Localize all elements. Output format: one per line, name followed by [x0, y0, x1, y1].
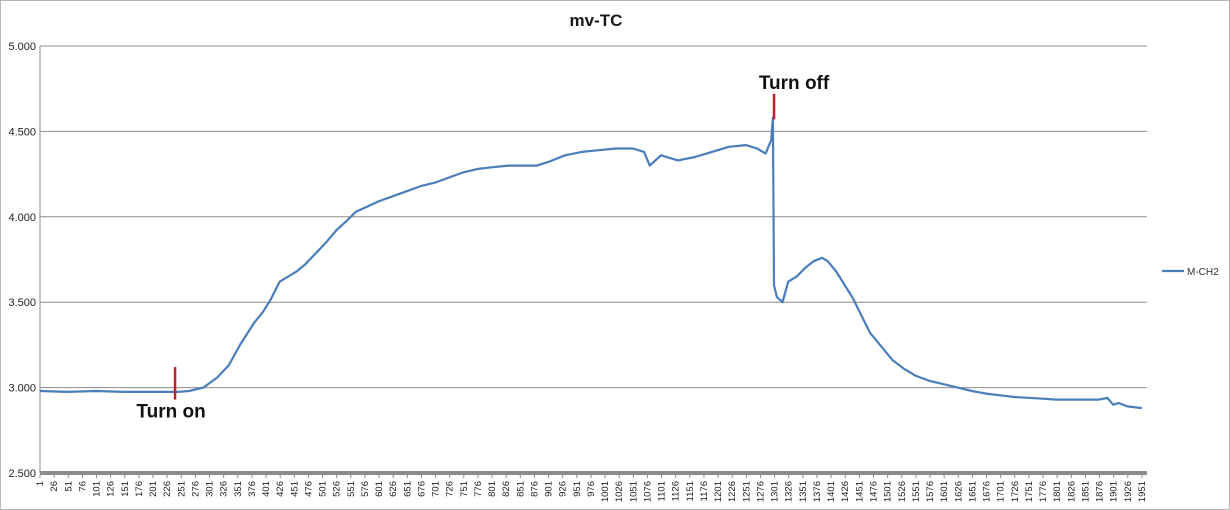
x-tick-label: 576 — [360, 481, 371, 497]
annotation-label: Turn off — [759, 73, 830, 94]
x-tick-label: 1726 — [1010, 481, 1021, 502]
legend-label: M-CH2 — [1187, 267, 1219, 278]
y-tick-label: 4.000 — [8, 212, 36, 224]
x-tick-label: 1651 — [967, 481, 978, 502]
x-tick-label: 1801 — [1052, 481, 1063, 502]
x-tick-label: 751 — [459, 481, 470, 497]
legend: M-CH2 — [1162, 267, 1219, 278]
gridlines — [39, 45, 1147, 473]
x-tick-label: 651 — [402, 481, 413, 497]
x-tick-label: 201 — [148, 481, 159, 497]
x-tick-label: 1501 — [883, 481, 894, 502]
y-tick-label: 3.500 — [8, 297, 36, 309]
x-tick-label: 126 — [106, 481, 117, 497]
x-tick-label: 526 — [332, 481, 343, 497]
x-tick-label: 1426 — [840, 481, 851, 502]
x-tick-label: 1951 — [1137, 481, 1148, 502]
x-tick-label: 276 — [190, 481, 201, 497]
x-tick-label: 1626 — [953, 481, 964, 502]
x-tick-label: 1526 — [897, 481, 908, 502]
y-tick-label: 5.000 — [8, 41, 36, 53]
x-tick-label: 1851 — [1080, 481, 1091, 502]
x-tick-label: 901 — [544, 481, 555, 497]
x-tick-label: 726 — [445, 481, 456, 497]
chart-title: mv-TC — [570, 11, 623, 30]
x-tick-label: 1301 — [770, 481, 781, 502]
x-tick-label: 701 — [431, 481, 442, 497]
x-tick-label: 101 — [92, 481, 103, 497]
x-tick-label: 1376 — [812, 481, 823, 502]
series-group — [39, 116, 1143, 410]
x-tick-label: 1151 — [685, 481, 696, 501]
x-tick-label: 51 — [63, 481, 74, 492]
x-tick-label: 1 — [35, 481, 46, 486]
x-tick-label: 501 — [318, 481, 329, 497]
x-tick-label: 876 — [529, 481, 540, 497]
x-tick-label: 1751 — [1024, 481, 1035, 502]
x-tick-label: 1326 — [784, 481, 795, 502]
x-tick-label: 1226 — [727, 481, 738, 502]
x-tick-label: 1051 — [628, 481, 639, 502]
x-tick-label: 1451 — [854, 481, 865, 502]
x-tick-label: 176 — [134, 481, 145, 497]
x-tick-label: 951 — [572, 481, 583, 497]
x-tick-label: 626 — [388, 481, 399, 497]
x-tick-label: 1701 — [996, 481, 1007, 502]
x-tick-label: 476 — [303, 481, 314, 497]
x-tick-label: 351 — [233, 481, 244, 497]
x-tick-label: 1826 — [1066, 481, 1077, 502]
x-tick-label: 301 — [205, 481, 216, 497]
x-tick-label: 1251 — [741, 481, 752, 502]
x-tick-label: 1126 — [671, 481, 682, 501]
x-tick-label: 976 — [586, 481, 597, 497]
x-tick-label: 426 — [275, 481, 286, 497]
x-tick-label: 1576 — [925, 481, 936, 502]
x-tick-label: 326 — [219, 481, 230, 497]
x-tick-label: 926 — [558, 481, 569, 497]
x-tick-label: 1776 — [1038, 481, 1049, 502]
x-tick-label: 851 — [515, 481, 526, 497]
series-line-m-ch2 — [39, 116, 1143, 410]
y-tick-label: 3.000 — [8, 383, 36, 395]
y-axis-ticks: 2.500 3.000 3.500 4.000 4.500 5.000 — [8, 41, 36, 480]
x-tick-label: 1476 — [868, 481, 879, 502]
x-tick-label: 1351 — [798, 481, 809, 502]
y-tick-label: 4.500 — [8, 126, 36, 138]
x-tick-label: 1201 — [713, 481, 724, 502]
x-tick-label: 1176 — [699, 481, 710, 501]
annotation-label: Turn on — [136, 402, 205, 423]
x-tick-label: 1026 — [614, 481, 625, 502]
x-tick-label: 1276 — [755, 481, 766, 502]
x-tick-label: 151 — [120, 481, 131, 497]
x-tick-label: 76 — [77, 481, 88, 492]
x-tick-label: 1901 — [1109, 481, 1120, 502]
x-tick-label: 1601 — [939, 481, 950, 502]
x-axis: 1 26 51 76 101 126 151 176 201 226 251 276 301 326 351… — [35, 471, 1148, 502]
x-tick-label: 376 — [247, 481, 258, 497]
annotations: Turn on Turn off — [136, 73, 829, 423]
x-tick-label: 401 — [261, 481, 272, 497]
x-tick-label: 1076 — [642, 481, 653, 502]
x-tick-label: 226 — [162, 481, 173, 497]
x-tick-label: 776 — [473, 481, 484, 497]
x-tick-label: 676 — [416, 481, 427, 497]
x-tick-label: 451 — [289, 481, 300, 497]
x-axis-line — [40, 471, 1147, 475]
x-tick-label: 1926 — [1123, 481, 1134, 502]
x-tick-label: 826 — [501, 481, 512, 497]
x-tick-label: 1401 — [826, 481, 837, 502]
x-tick-label: 1001 — [600, 481, 611, 502]
x-tick-label: 601 — [374, 481, 385, 497]
y-tick-label: 2.500 — [8, 468, 36, 480]
x-tick-label: 1876 — [1095, 481, 1106, 502]
x-tick-label: 801 — [487, 481, 498, 497]
x-tick-label: 26 — [49, 481, 60, 492]
x-tick-label: 1551 — [911, 481, 922, 502]
x-tick-label: 551 — [346, 481, 357, 497]
x-tick-label: 251 — [176, 481, 187, 497]
x-tick-label: 1101 — [657, 481, 668, 501]
x-tick-label: 1676 — [982, 481, 993, 502]
